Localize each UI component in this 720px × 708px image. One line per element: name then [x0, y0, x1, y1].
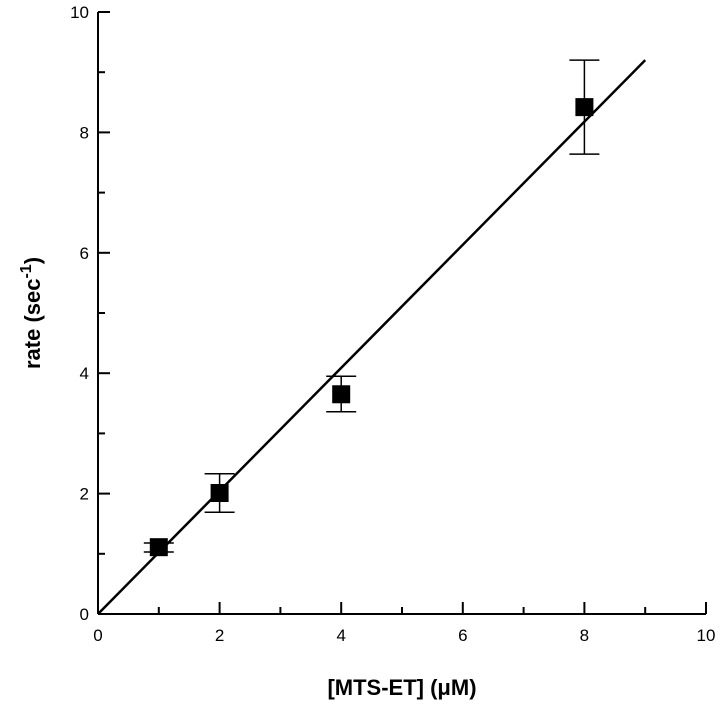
x-tick-label: 6: [458, 626, 467, 645]
y-tick-label: 4: [80, 364, 89, 383]
x-tick-label: 0: [93, 626, 102, 645]
y-axis-title: rate (sec-1): [18, 257, 45, 369]
fit-line: [97, 59, 647, 615]
data-marks: [97, 59, 647, 615]
y-tick-label: 10: [70, 3, 89, 22]
y-tick-label: 2: [80, 485, 89, 504]
data-point: [149, 538, 168, 557]
x-tick-label: 2: [215, 626, 224, 645]
y-axis-title-close: ): [20, 257, 45, 264]
y-axis-title-main: rate (sec: [20, 279, 45, 370]
x-tick-label: 10: [697, 626, 716, 645]
x-axis-title: [MTS-ET] (μM): [327, 675, 476, 700]
y-tick-label: 0: [80, 605, 89, 624]
data-point: [332, 385, 351, 404]
y-tick-label: 8: [80, 123, 89, 142]
axes: [97, 11, 707, 615]
y-tick-label: 6: [80, 244, 89, 263]
tick-labels: 0 2 4 6 8 10 0 2 4 6 8 10: [70, 3, 715, 645]
data-point: [210, 483, 229, 502]
y-axis-title-sup: -1: [18, 264, 35, 278]
data-point: [575, 98, 594, 117]
x-tick-label: 4: [336, 626, 345, 645]
x-tick-label: 8: [580, 626, 589, 645]
